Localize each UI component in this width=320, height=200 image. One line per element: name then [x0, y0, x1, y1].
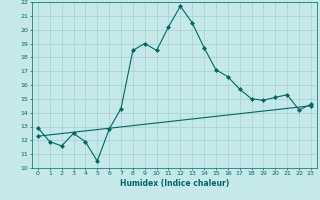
X-axis label: Humidex (Indice chaleur): Humidex (Indice chaleur) [120, 179, 229, 188]
